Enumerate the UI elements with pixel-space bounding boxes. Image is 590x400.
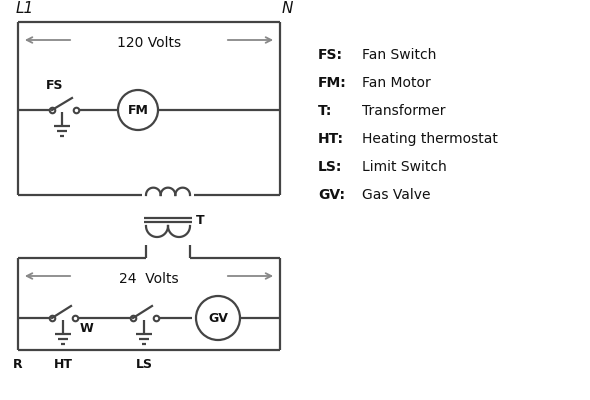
Text: T:: T:: [318, 104, 332, 118]
Text: T: T: [196, 214, 205, 226]
Text: GV:: GV:: [318, 188, 345, 202]
Text: W: W: [80, 322, 94, 335]
Text: 24  Volts: 24 Volts: [119, 272, 179, 286]
Text: FS:: FS:: [318, 48, 343, 62]
Text: Fan Switch: Fan Switch: [362, 48, 437, 62]
Text: FS: FS: [46, 79, 64, 92]
Text: HT: HT: [54, 358, 73, 371]
Text: FM:: FM:: [318, 76, 347, 90]
Text: FM: FM: [127, 104, 149, 116]
Text: Fan Motor: Fan Motor: [362, 76, 431, 90]
Text: LS:: LS:: [318, 160, 342, 174]
Text: LS: LS: [136, 358, 153, 371]
Text: 120 Volts: 120 Volts: [117, 36, 181, 50]
Text: Transformer: Transformer: [362, 104, 445, 118]
Text: GV: GV: [208, 312, 228, 324]
Text: Heating thermostat: Heating thermostat: [362, 132, 498, 146]
Text: Limit Switch: Limit Switch: [362, 160, 447, 174]
Text: L1: L1: [16, 1, 34, 16]
Text: R: R: [13, 358, 23, 371]
Text: N: N: [282, 1, 293, 16]
Text: Gas Valve: Gas Valve: [362, 188, 431, 202]
Text: HT:: HT:: [318, 132, 344, 146]
